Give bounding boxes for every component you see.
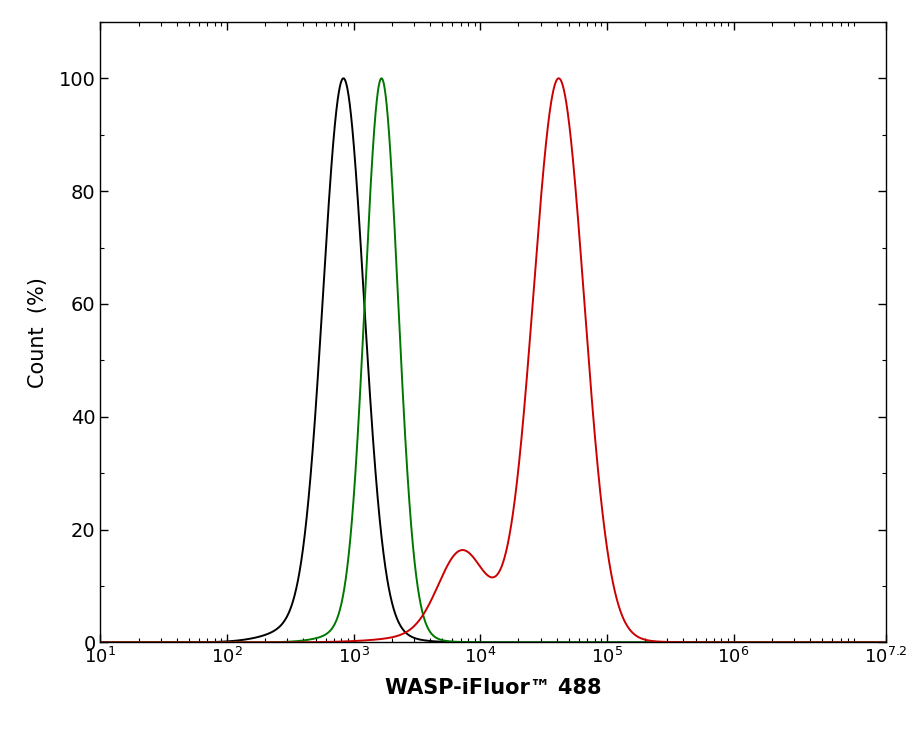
X-axis label: WASP-iFluor™ 488: WASP-iFluor™ 488	[384, 678, 602, 699]
Y-axis label: Count  (%): Count (%)	[27, 277, 47, 388]
